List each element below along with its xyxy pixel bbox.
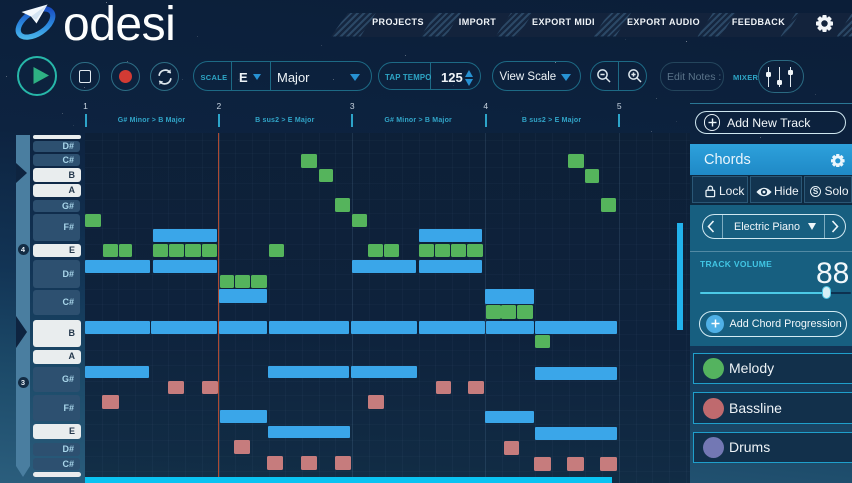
svg-text:odesi: odesi [63,0,175,51]
